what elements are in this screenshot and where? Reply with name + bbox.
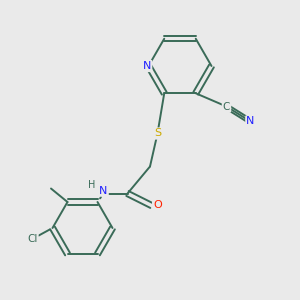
- Text: C: C: [223, 101, 230, 112]
- Text: Cl: Cl: [27, 233, 38, 244]
- Text: N: N: [246, 116, 255, 127]
- Text: S: S: [154, 128, 161, 139]
- Text: N: N: [99, 185, 108, 196]
- Text: H: H: [88, 180, 96, 190]
- Text: N: N: [143, 61, 151, 71]
- Text: O: O: [153, 200, 162, 211]
